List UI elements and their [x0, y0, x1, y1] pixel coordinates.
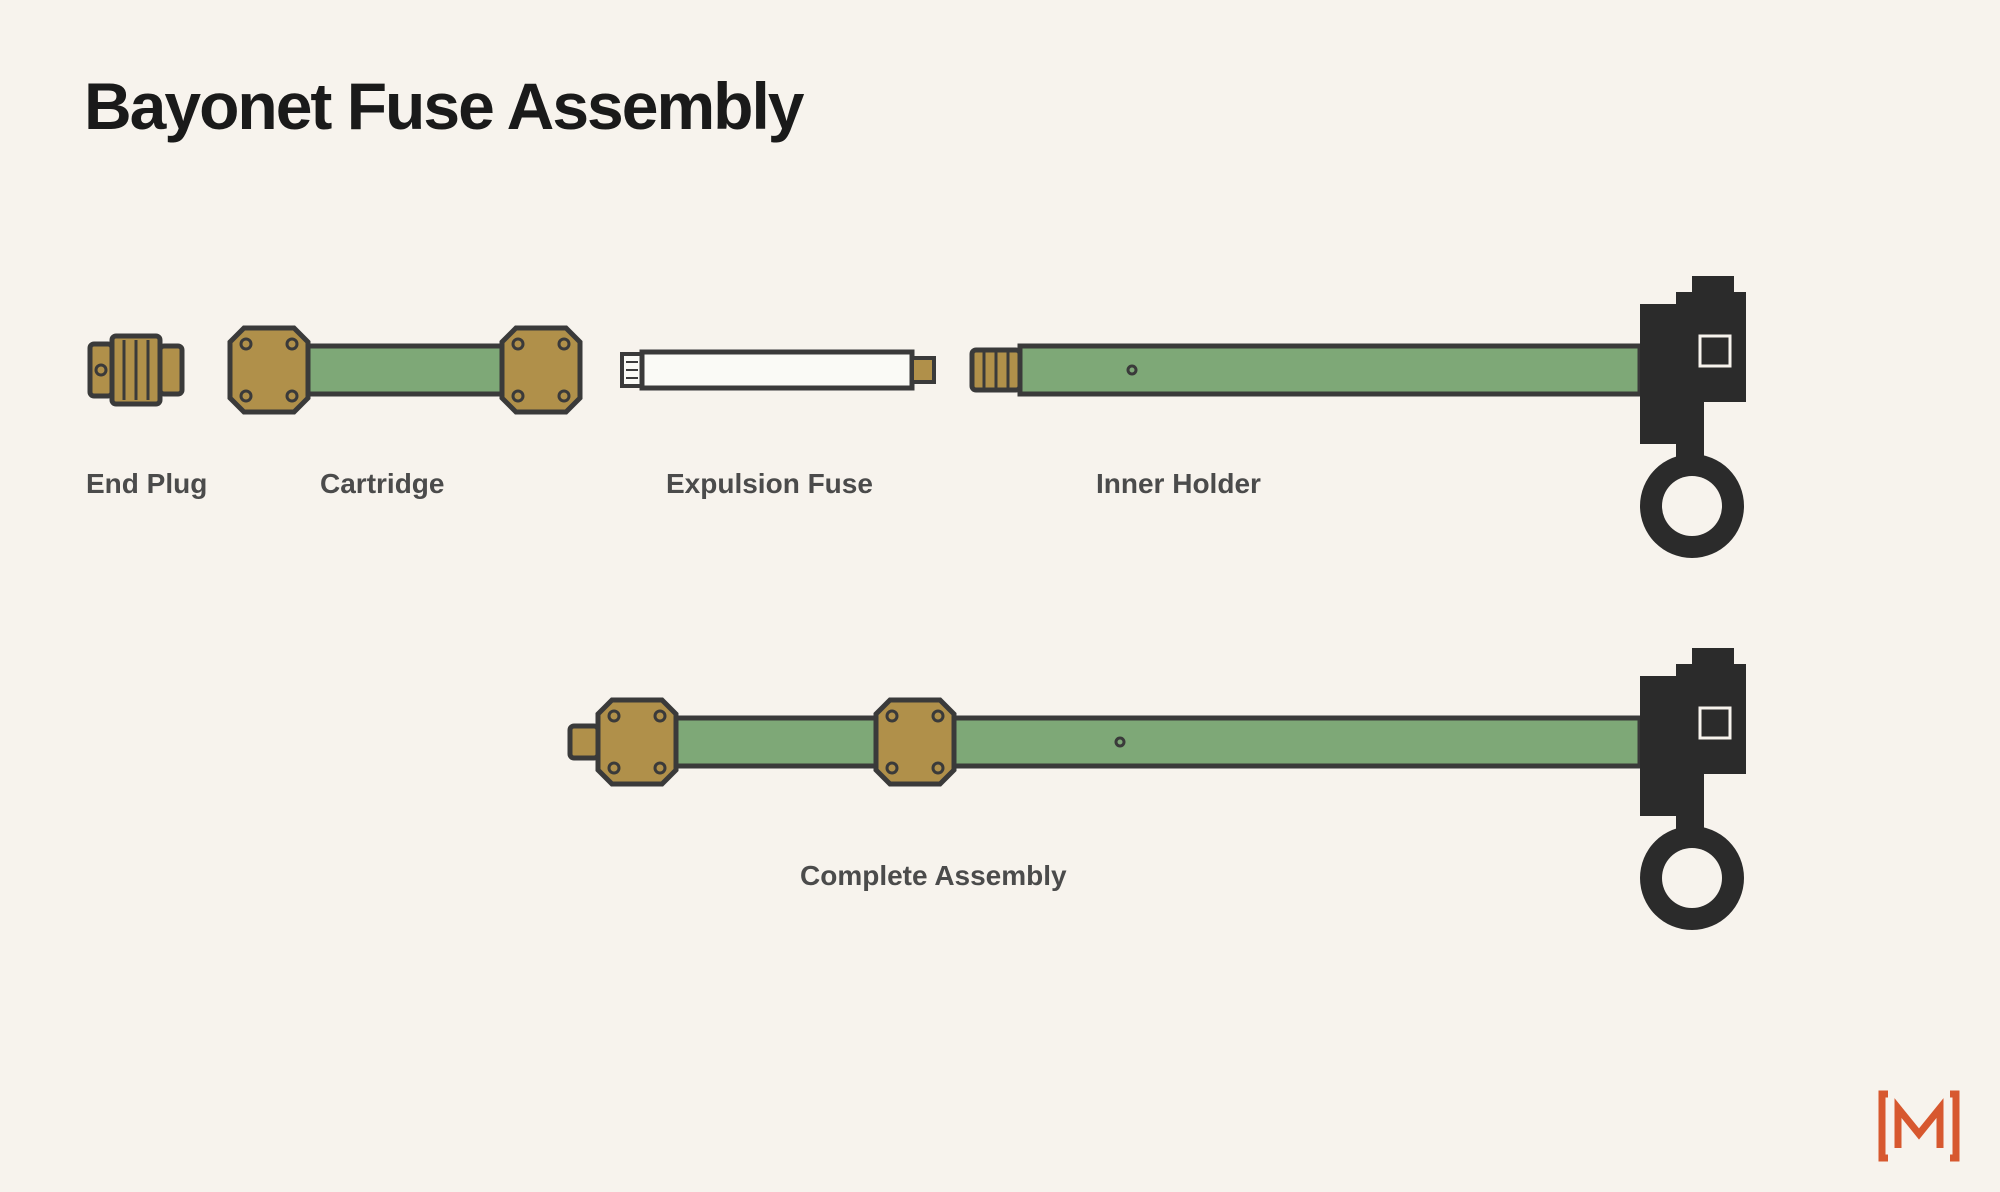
complete-assembly [570, 648, 1746, 930]
label-cartridge: Cartridge [320, 468, 444, 500]
diagram-svg [0, 0, 2000, 1192]
label-expulsion-fuse: Expulsion Fuse [666, 468, 873, 500]
label-end-plug: End Plug [86, 468, 207, 500]
label-inner-holder: Inner Holder [1096, 468, 1261, 500]
expulsion-fuse [622, 352, 934, 388]
cartridge [230, 328, 580, 412]
logo-icon [1878, 1090, 1960, 1162]
label-complete-assembly: Complete Assembly [800, 860, 1067, 892]
inner-holder [972, 276, 1746, 558]
end-plug [90, 336, 182, 404]
